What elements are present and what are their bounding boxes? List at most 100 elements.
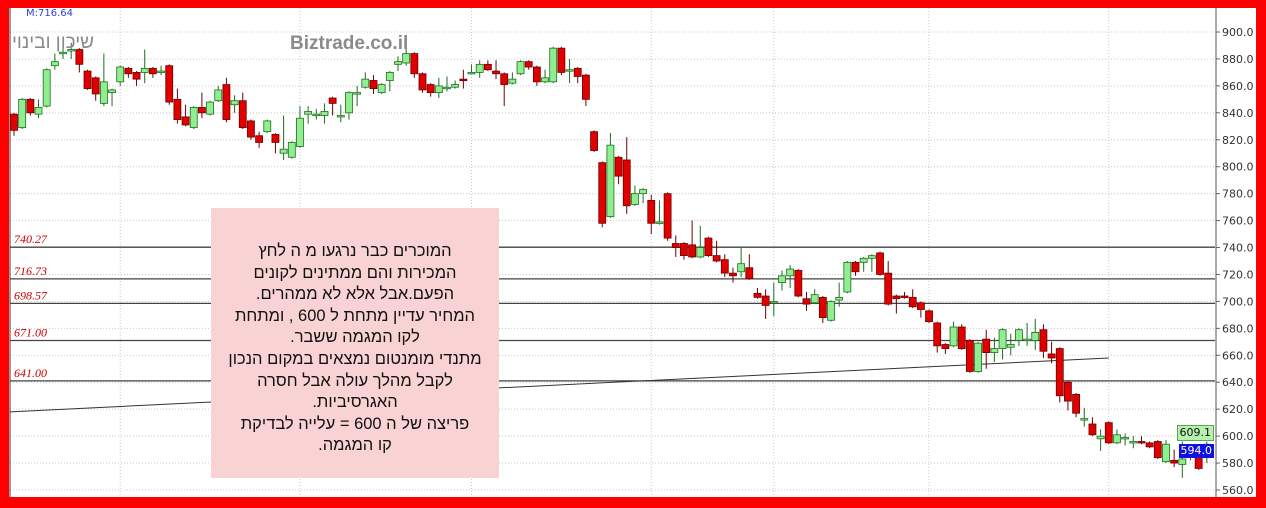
candle-up (655, 221, 664, 224)
candle-down (876, 252, 884, 275)
candle-down (148, 67, 157, 75)
candle-down (933, 322, 942, 347)
candle-down (255, 135, 264, 143)
annotation-line: המחיר עדיין מתחת ל 600 , ומתחת (234, 306, 475, 325)
candle-down (1104, 422, 1113, 444)
annotation-line: פריצה של ה 600 = עלייה לבדיקת (240, 414, 470, 433)
candle-down (720, 259, 729, 274)
annotation-box: המוכרים כבר נרגעו מ ה לחץ המכירות והם ממ… (211, 208, 499, 478)
candle-up (59, 51, 67, 55)
candle-up (345, 92, 353, 114)
candle-down (900, 295, 909, 298)
candle-down (418, 73, 427, 91)
annotation-line: האגרסיביות. (312, 393, 398, 412)
y-tick-label: 620.0 (1222, 403, 1254, 416)
candle-down (688, 244, 697, 258)
candle-down (173, 98, 182, 120)
candle-down (647, 199, 656, 224)
candle-up (99, 81, 108, 104)
candle-up (287, 142, 296, 158)
candle-up (385, 72, 394, 81)
candle-down (1047, 353, 1056, 359)
candle-down (582, 74, 590, 100)
candle-up (696, 247, 705, 258)
candle-up (361, 78, 370, 88)
level-label: 671.00 (14, 325, 47, 339)
level-label: 641.00 (14, 366, 47, 380)
candle-down (26, 98, 35, 114)
candle-down (712, 255, 721, 262)
candle-up (296, 117, 304, 147)
candle-up (859, 257, 868, 263)
candle-down (1194, 455, 1203, 469)
y-tick-label: 840.0 (1222, 107, 1254, 120)
candle-down (1072, 393, 1080, 414)
candle-up (34, 107, 43, 115)
candle-down (704, 237, 713, 257)
candle-down (165, 65, 174, 103)
y-tick-label: 900.0 (1222, 26, 1254, 39)
y-tick-label: 860.0 (1222, 80, 1254, 93)
candle-down (247, 120, 255, 138)
site-watermark: Biztrade.co.il (290, 33, 409, 54)
candle-down (794, 270, 803, 297)
candle-up (189, 107, 198, 129)
candle-up (214, 89, 223, 102)
candle-down (761, 295, 770, 306)
candle-down (818, 296, 827, 318)
level-label: 698.57 (14, 288, 48, 302)
candle-down (75, 49, 84, 65)
candle-up (230, 100, 239, 106)
candle-up (1178, 458, 1187, 465)
candle-down (573, 67, 582, 77)
candle-up (843, 261, 852, 293)
candle-up (402, 53, 411, 64)
candle-down (1145, 442, 1154, 448)
candle-down (492, 70, 500, 75)
candle-down (532, 66, 541, 83)
candle-up (206, 101, 214, 115)
candle-up (1006, 344, 1015, 348)
candle-up (769, 301, 778, 304)
candle-up (42, 69, 51, 107)
candle-down (1153, 441, 1162, 459)
candle-down (124, 67, 133, 75)
candle-down (1170, 459, 1179, 464)
candle-up (320, 111, 329, 116)
annotation-line: המכירות והם ממתינים לקונים (253, 263, 457, 282)
candle-up (475, 63, 484, 73)
y-tick-label: 780.0 (1222, 188, 1254, 201)
candle-up (810, 294, 819, 304)
annotation-line: הפעם.אבל אלא לא ממהרים. (255, 285, 455, 304)
candle-down (622, 159, 631, 207)
candle-down (965, 340, 974, 372)
candle-up (263, 120, 272, 133)
candle-down (91, 77, 100, 95)
candle-up (279, 148, 288, 154)
candle-up (541, 77, 549, 83)
annotation-line: קו המגמה. (318, 436, 392, 455)
candle-down (941, 344, 950, 349)
candle-down (271, 133, 280, 143)
candle-up (67, 49, 76, 52)
candle-up (157, 70, 165, 73)
candle-up (1096, 435, 1105, 440)
candle-down (745, 267, 754, 279)
candle-up (737, 263, 746, 273)
candle-up (631, 193, 639, 205)
candle-up (827, 301, 835, 321)
candle-down (132, 72, 141, 80)
candle-up (1129, 441, 1138, 444)
candle-down (590, 131, 598, 151)
last-price-tag: 594.0 (1178, 444, 1214, 458)
annotation-line: המוכרים כבר נרגעו מ ה לחץ (258, 242, 452, 260)
y-tick-label: 560.0 (1222, 484, 1254, 497)
candle-down (1064, 381, 1072, 402)
indicator-label: M:716.64 (26, 8, 73, 19)
candle-up (1162, 443, 1170, 463)
candle-down (671, 243, 680, 248)
candle-up (1080, 418, 1089, 421)
y-tick-label: 660.0 (1222, 349, 1254, 362)
candle-down (1137, 441, 1146, 444)
